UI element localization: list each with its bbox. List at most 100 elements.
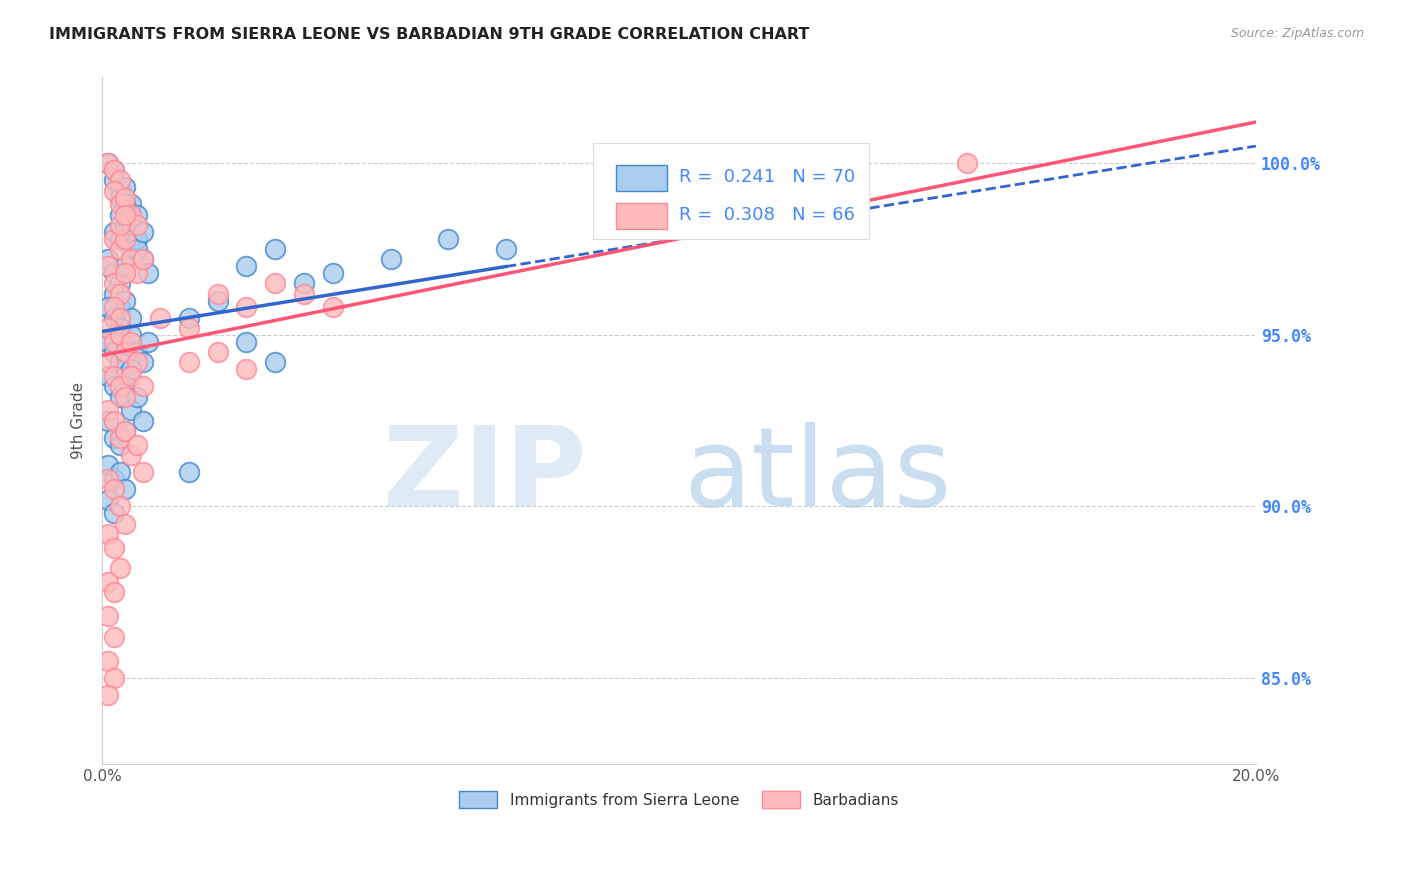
Point bbox=[120, 369, 142, 384]
Point bbox=[120, 334, 142, 349]
Point bbox=[108, 355, 131, 369]
Point bbox=[120, 448, 142, 462]
Legend: Immigrants from Sierra Leone, Barbadians: Immigrants from Sierra Leone, Barbadians bbox=[453, 785, 905, 814]
Point bbox=[114, 190, 136, 204]
Point bbox=[956, 156, 979, 170]
Point bbox=[131, 355, 153, 369]
Point bbox=[125, 355, 148, 369]
Point bbox=[97, 688, 120, 702]
Point bbox=[380, 252, 402, 267]
Point bbox=[97, 355, 120, 369]
Point bbox=[103, 301, 125, 315]
Point bbox=[235, 334, 257, 349]
FancyBboxPatch shape bbox=[592, 143, 869, 239]
Point bbox=[103, 671, 125, 685]
Point bbox=[114, 197, 136, 211]
Point bbox=[103, 163, 125, 178]
Point bbox=[292, 286, 315, 301]
Point bbox=[97, 458, 120, 473]
Point bbox=[114, 259, 136, 273]
Text: Source: ZipAtlas.com: Source: ZipAtlas.com bbox=[1230, 27, 1364, 40]
Point bbox=[120, 403, 142, 417]
Point bbox=[108, 321, 131, 335]
Point bbox=[108, 561, 131, 575]
Point bbox=[108, 173, 131, 187]
Point bbox=[108, 379, 131, 393]
Point bbox=[120, 327, 142, 342]
Point bbox=[103, 225, 125, 239]
Point bbox=[108, 327, 131, 342]
Point bbox=[103, 334, 125, 349]
Text: IMMIGRANTS FROM SIERRA LEONE VS BARBADIAN 9TH GRADE CORRELATION CHART: IMMIGRANTS FROM SIERRA LEONE VS BARBADIA… bbox=[49, 27, 810, 42]
Point bbox=[103, 431, 125, 445]
Point bbox=[114, 232, 136, 246]
Point bbox=[264, 355, 287, 369]
Point bbox=[97, 527, 120, 541]
Point bbox=[114, 208, 136, 222]
Point bbox=[114, 334, 136, 349]
Point bbox=[103, 345, 125, 359]
Point bbox=[138, 266, 160, 280]
Point bbox=[120, 242, 142, 256]
Point bbox=[131, 225, 153, 239]
Point bbox=[103, 506, 125, 520]
Point bbox=[97, 654, 120, 668]
Point bbox=[120, 252, 142, 267]
Point bbox=[103, 369, 125, 384]
Point bbox=[114, 390, 136, 404]
Point bbox=[97, 574, 120, 589]
Point bbox=[108, 242, 131, 256]
Point bbox=[108, 431, 131, 445]
Point bbox=[207, 286, 229, 301]
Point bbox=[103, 541, 125, 555]
Point bbox=[264, 242, 287, 256]
Point bbox=[103, 277, 125, 291]
Point bbox=[108, 310, 131, 325]
Point bbox=[177, 310, 200, 325]
Point bbox=[114, 345, 136, 359]
Point bbox=[114, 180, 136, 194]
Point bbox=[125, 218, 148, 232]
Point bbox=[207, 293, 229, 308]
Point bbox=[125, 437, 148, 451]
Point bbox=[495, 242, 517, 256]
Point bbox=[125, 242, 148, 256]
Point bbox=[120, 208, 142, 222]
Point bbox=[114, 218, 136, 232]
Point bbox=[97, 492, 120, 507]
Point bbox=[125, 232, 148, 246]
Point bbox=[103, 163, 125, 178]
Point bbox=[103, 472, 125, 486]
Point bbox=[120, 218, 142, 232]
Point bbox=[108, 197, 131, 211]
Point bbox=[103, 630, 125, 644]
Point bbox=[149, 310, 172, 325]
Point bbox=[108, 301, 131, 315]
Point bbox=[120, 310, 142, 325]
Text: atlas: atlas bbox=[683, 422, 952, 529]
Point bbox=[292, 277, 315, 291]
Point bbox=[97, 156, 120, 170]
Point bbox=[108, 286, 131, 301]
Point bbox=[108, 465, 131, 479]
Point bbox=[103, 184, 125, 198]
Point bbox=[114, 424, 136, 438]
Point bbox=[108, 232, 131, 246]
Point bbox=[97, 334, 120, 349]
Point bbox=[97, 301, 120, 315]
FancyBboxPatch shape bbox=[616, 165, 668, 191]
Y-axis label: 9th Grade: 9th Grade bbox=[72, 382, 86, 459]
Point bbox=[97, 321, 120, 335]
Point bbox=[103, 310, 125, 325]
Point bbox=[114, 424, 136, 438]
Point bbox=[108, 500, 131, 514]
Point bbox=[103, 483, 125, 497]
Point bbox=[97, 369, 120, 384]
Point bbox=[264, 277, 287, 291]
Point bbox=[103, 173, 125, 187]
Point bbox=[131, 379, 153, 393]
Point bbox=[120, 362, 142, 376]
Point bbox=[114, 293, 136, 308]
Point bbox=[108, 390, 131, 404]
Point bbox=[108, 218, 131, 232]
